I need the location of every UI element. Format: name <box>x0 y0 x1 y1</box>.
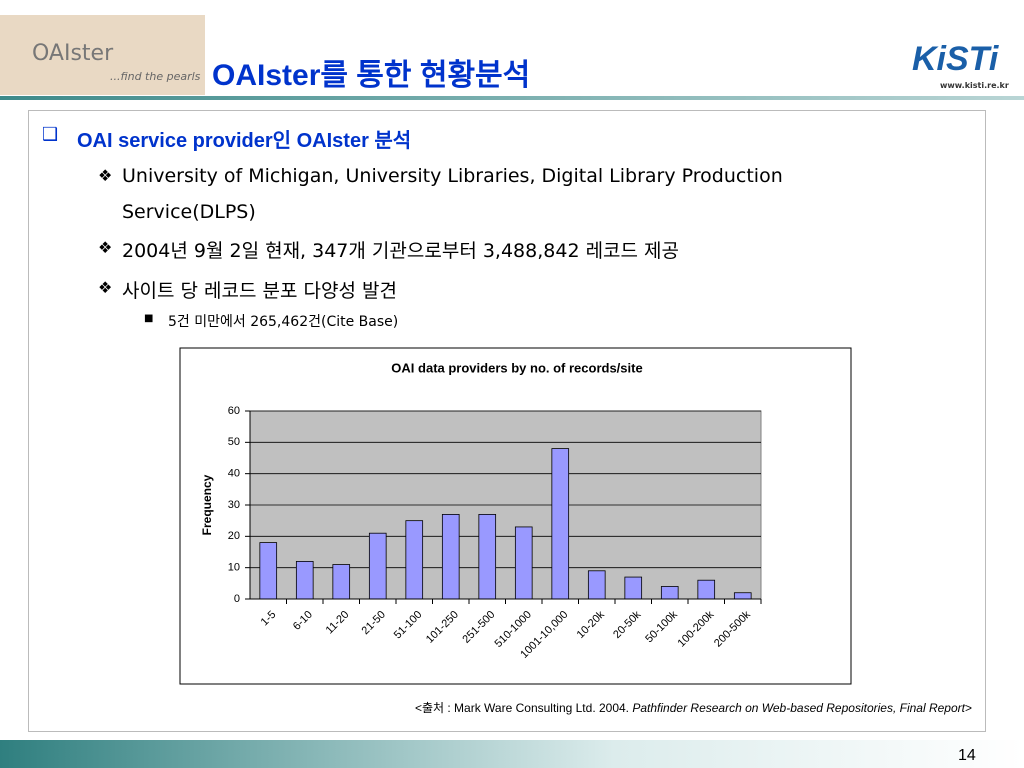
bullet-marker: ❖ <box>98 238 113 257</box>
bar <box>332 564 351 600</box>
chart-title: OAI data providers by no. of records/sit… <box>391 360 642 375</box>
bar <box>405 520 424 600</box>
logo-right: KiSTi <box>912 40 999 78</box>
y-tick-label: 60 <box>228 405 240 417</box>
logo-left-text: OAIster <box>32 41 114 66</box>
bullet-l2: 2004년 9월 2일 현재, 347개 기관으로부터 3,488,842 레코… <box>122 240 680 262</box>
bullet-marker: ❖ <box>98 166 113 185</box>
y-tick-label: 30 <box>228 499 240 511</box>
slide-title: OAIster를 통한 현황분석 <box>212 59 531 92</box>
bar <box>295 561 314 600</box>
bullet-l2: University of Michigan, University Libra… <box>122 165 783 223</box>
bar <box>697 579 716 600</box>
bar <box>733 592 752 600</box>
y-tick-label: 50 <box>228 436 240 448</box>
header-rule <box>0 96 1024 100</box>
bar <box>368 532 387 600</box>
content-frame <box>28 110 986 732</box>
bar <box>587 570 606 600</box>
logo-right-url: www.kisti.re.kr <box>940 81 1009 90</box>
bar <box>259 542 278 600</box>
bullet-l2: 사이트 당 레코드 분포 다양성 발견 <box>122 280 397 302</box>
y-tick-label: 20 <box>228 530 240 542</box>
source-title: Pathfinder Research on Web-based Reposit… <box>632 701 965 715</box>
y-tick-label: 40 <box>228 468 240 480</box>
y-axis-label: Frequency <box>200 474 214 535</box>
bullet-marker: ❖ <box>98 278 113 297</box>
source-note: <출처 : Mark Ware Consulting Ltd. 2004. Pa… <box>415 699 972 716</box>
bar <box>478 514 497 600</box>
footer-bar <box>0 740 1024 768</box>
bullet-marker: ❑ <box>42 124 59 145</box>
y-tick-label: 10 <box>228 562 240 574</box>
logo-left: OAIster ...find the pearls <box>0 15 205 95</box>
logo-left-tagline: ...find the pearls <box>110 70 201 83</box>
source-suffix: > <box>964 701 972 715</box>
bar <box>514 526 533 600</box>
bar <box>624 576 643 600</box>
bullet-l3: 5건 미만에서 265,462건(Cite Base) <box>168 314 399 330</box>
y-tick-label: 0 <box>234 593 240 605</box>
bar <box>551 448 570 600</box>
bar <box>441 514 460 600</box>
bullet-marker: ■ <box>144 313 154 324</box>
page-number: 14 <box>958 747 976 764</box>
bullet-l1: OAI service provider인 OAIster 분석 <box>77 130 412 152</box>
source-prefix: <출처 : Mark Ware Consulting Ltd. 2004. <box>414 701 633 715</box>
bar <box>660 586 679 600</box>
